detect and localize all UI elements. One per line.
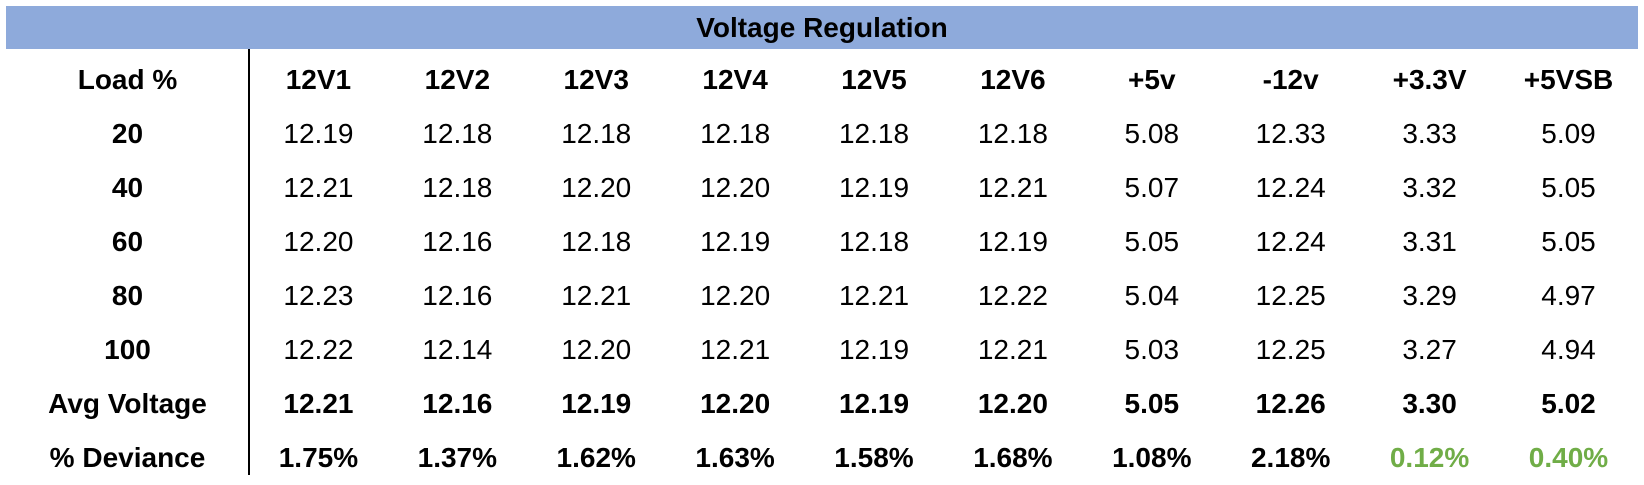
row-label: 40 [111,172,144,203]
table-cell: 1.08% [1112,442,1192,473]
table-cell: 3.31 [1402,226,1457,257]
table-cell: 12.21 [977,334,1048,365]
table-cell: 3.32 [1402,172,1457,203]
table-cell: 1.37% [417,442,498,473]
table-cell: 12.19 [977,226,1048,257]
table-cell: 12.18 [561,226,632,257]
row-label: 60 [111,226,144,257]
table-cell: 5.05 [1124,226,1180,257]
table-cell: 1.63% [695,442,775,473]
table-cell: 12.19 [838,334,910,365]
table-cell: 5.07 [1124,172,1180,203]
table-cell: 12.14 [422,334,493,365]
table-cell: 12.19 [838,388,910,419]
table-cell: 3.27 [1402,334,1457,365]
table-cell: 0.12% [1389,442,1470,473]
table-cell: 0.40% [1528,442,1609,473]
table-cell: 12.20 [700,388,771,419]
table-cell: 12.21 [977,172,1048,203]
summary-row: Avg Voltage 12.21 12.16 12.19 12.20 12.19 12.2… [6,377,1638,431]
table-cell: 12.18 [422,172,493,203]
table-cell: 12.22 [283,334,354,365]
header-row: Load % 12V1 12V2 12V3 12V4 12V5 12V6 +5v… [6,53,1638,107]
table-row: 60 12.20 12.16 12.18 12.19 12.18 12.19 5.05 12.2… [6,215,1638,269]
table-row: 100 12.22 12.14 12.20 12.21 12.19 12.21 5.03 12.… [6,323,1638,377]
table-cell: 12.18 [561,118,632,149]
table-cell: 4.97 [1541,280,1596,311]
table-cell: 12.20 [977,388,1048,419]
summary-row: % Deviance 1.75% 1.37% 1.62% 1.63% 1.58% 1.68%… [6,431,1638,485]
table-cell: 12.25 [1255,280,1326,311]
table-cell: 12.18 [838,118,910,149]
table-cell: 12.24 [1255,172,1326,203]
table-cell: 12.19 [838,172,910,203]
table-cell: 5.05 [1541,172,1596,203]
row-label: Avg Voltage [48,388,207,419]
row-header-label: Load % [77,64,178,95]
table-cell: 12.20 [700,172,771,203]
table-cell: 12.21 [838,280,910,311]
table-cell: 12.16 [422,226,493,257]
table-cell: 4.94 [1541,334,1596,365]
column-header: 12V3 [563,64,629,95]
table-cell: 12.21 [700,334,771,365]
column-header: 12V4 [702,64,768,95]
column-header: +3.3V [1392,64,1467,95]
table-title: Voltage Regulation [6,6,1638,49]
column-header: +5v [1128,64,1176,95]
table-cell: 12.19 [561,388,632,419]
column-header: 12V5 [841,64,907,95]
table-cell: 12.20 [283,226,354,257]
table-cell: 5.05 [1124,388,1180,419]
table-cell: 12.18 [422,118,493,149]
table-cell: 12.18 [838,226,910,257]
column-divider [248,49,250,475]
table-cell: 5.02 [1541,388,1596,419]
table-cell: 2.18% [1250,442,1331,473]
row-label: 20 [111,118,144,149]
column-header: 12V2 [424,64,491,95]
table-cell: 12.20 [561,172,632,203]
table-cell: 1.75% [278,442,359,473]
table-cell: 3.29 [1402,280,1457,311]
row-label: % Deviance [49,442,206,473]
table-cell: 12.20 [700,280,771,311]
table-cell: 12.18 [700,118,771,149]
table-cell: 12.16 [422,280,493,311]
table-row: 20 12.19 12.18 12.18 12.18 12.18 12.18 5.08 12.3… [6,107,1638,161]
column-header: 12V1 [285,64,352,95]
table-cell: 12.18 [977,118,1048,149]
table-cell: 12.26 [1255,388,1326,419]
table-cell: 5.08 [1124,118,1180,149]
voltage-regulation-table: Load % 12V1 12V2 12V3 12V4 12V5 12V6 +5v… [6,53,1638,485]
table-cell: 12.19 [700,226,771,257]
table-cell: 5.03 [1124,334,1180,365]
table-cell: 1.62% [556,442,636,473]
row-label: 80 [111,280,144,311]
table-cell: 5.09 [1541,118,1596,149]
table-cell: 12.21 [283,172,354,203]
column-header: -12v [1262,64,1319,95]
table-cell: 1.68% [973,442,1053,473]
table-cell: 12.16 [422,388,493,419]
column-header: +5VSB [1523,64,1614,95]
table-cell: 12.33 [1255,118,1326,149]
table-cell: 12.19 [283,118,354,149]
table-cell: 5.04 [1124,280,1180,311]
table-row: 40 12.21 12.18 12.20 12.20 12.19 12.21 5.07 12.2… [6,161,1638,215]
table-row: 80 12.23 12.16 12.21 12.20 12.21 12.22 5.04 12.2… [6,269,1638,323]
row-label: 100 [104,334,151,365]
column-header: 12V6 [980,64,1046,95]
table-cell: 3.33 [1402,118,1457,149]
table-cell: 12.24 [1255,226,1326,257]
table-cell: 5.05 [1541,226,1596,257]
table-cell: 12.20 [561,334,632,365]
table-cell: 12.25 [1255,334,1326,365]
table-cell: 12.22 [977,280,1048,311]
table-cell: 12.23 [283,280,354,311]
table-cell: 12.21 [561,280,632,311]
table-cell: 3.30 [1402,388,1457,419]
table-cell: 12.21 [283,388,354,419]
table-cell: 1.58% [834,442,914,473]
